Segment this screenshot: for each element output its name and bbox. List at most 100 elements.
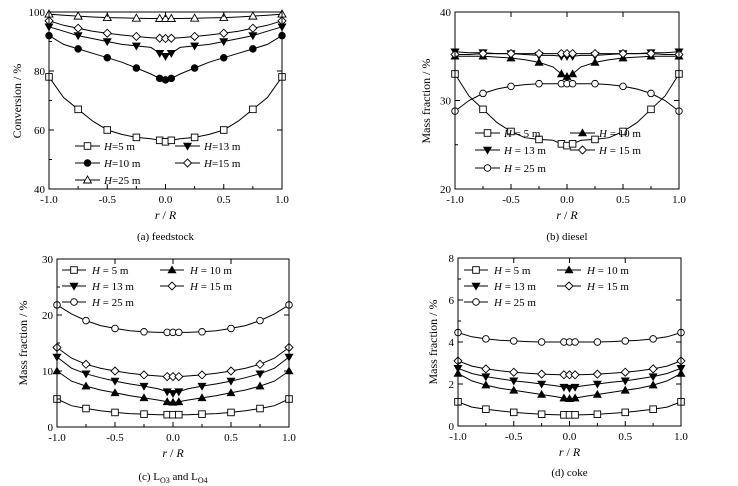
legend-entry: H=15 m [175,158,241,170]
legend-marker [167,265,177,274]
data-point [110,366,120,376]
data-point [592,380,602,389]
y-tick-label: 6 [449,295,455,307]
data-point [175,410,183,419]
data-point [111,408,119,417]
data-point [648,364,658,374]
y-tick-label: 30 [42,254,54,266]
data-point [618,48,628,59]
data-point [73,11,83,20]
panel-d-marks [453,328,686,419]
legend-label: H = 25 m [493,297,536,309]
data-point [226,366,236,376]
legend-marker [472,266,480,274]
x-tick-label: -0.5 [505,431,523,443]
data-point [255,370,265,379]
panel-c-caption: (c) LO3 and LO4 [138,471,207,485]
x-tick-label: 0.5 [616,194,630,206]
panel-a-legend: H=5 m H=13 m H=10 m H=15 m H=25 m [75,141,241,187]
legend-entry: H = 10 m [557,265,629,277]
panel-b-marks [450,48,684,150]
x-tick-label: 0.5 [224,432,238,444]
legend-marker-shape [167,281,177,291]
panel-a-caption: (a) feedstock [137,231,195,243]
legend-marker-shape [182,142,193,151]
data-point [174,371,184,382]
data-point [537,380,547,389]
data-point [570,370,580,380]
data-point [110,377,120,386]
panel-d-ylabel: Mass fraction / % [426,300,440,385]
panel-b-frame [454,11,680,190]
legend-marker-shape [564,265,574,274]
legend-entry: H = 13 m [475,145,546,157]
data-point [218,12,229,22]
data-point [649,405,657,413]
legend-label: H = 5 m [493,265,531,277]
data-point [568,140,577,148]
x-tick-label: 1.0 [275,194,289,206]
y-tick-label: 60 [34,125,46,137]
legend-label: H = 10 m [598,128,641,140]
legend-marker [471,282,481,291]
panel-c-marks [52,301,294,419]
legend-label: H = 10 m [189,265,232,277]
panel-a-marks [44,9,287,146]
legend-marker [182,142,193,151]
data-point [482,405,490,413]
data-point [534,48,544,59]
x-tick-label: 1.0 [674,431,688,443]
data-point [567,48,578,59]
legend-marker [577,128,588,137]
x-tick-label: -0.5 [99,194,117,206]
data-point [646,48,656,59]
x-tick-label: -1.0 [446,194,464,206]
data-point [593,410,602,418]
panel-d-xlabel: r / R [559,445,581,459]
data-point [482,335,490,343]
legend-marker [482,146,493,155]
data-point [166,33,176,43]
panel-c-xlabel: r / R [162,446,184,460]
data-point [139,370,149,380]
data-point [197,393,207,402]
legend-marker [167,281,177,291]
data-point [256,404,264,413]
data-point [131,42,141,51]
data-point [621,337,630,345]
legend-label: H = 15 m [189,281,232,293]
data-point [570,393,580,402]
data-point [255,359,265,369]
data-point [81,370,91,379]
legend-entry: H=13 m [175,141,241,153]
legend-marker [83,142,92,150]
legend-label: H = 15 m [586,281,629,293]
data-point [559,393,569,402]
data-point [481,373,491,382]
data-point [166,13,177,22]
data-point [537,338,546,346]
data-point [73,23,83,33]
panel-a-feedstock: -1.0 -0.5 0.0 0.5 1.0 40 60 80 100 Conversion / … [10,7,289,243]
x-tick-label: 0.5 [618,431,632,443]
legend-marker [483,164,492,172]
legend-marker [182,158,193,168]
x-tick-label: 0.0 [563,431,577,443]
legend-marker [564,281,574,291]
legend-marker-shape [70,298,78,306]
data-point [198,410,206,418]
data-point [140,410,148,418]
y-tick-label: 2 [449,379,455,391]
data-point [590,57,600,66]
legend-entry: H = 5 m [464,265,531,277]
data-point [593,338,602,346]
data-point [621,408,630,417]
data-point [197,370,207,380]
data-point [190,133,199,142]
data-point [168,390,178,399]
legend-label: H = 15 m [598,145,641,157]
y-tick-label: 40 [34,184,46,196]
data-point [189,31,200,42]
data-point [219,126,228,134]
data-point [226,377,236,386]
